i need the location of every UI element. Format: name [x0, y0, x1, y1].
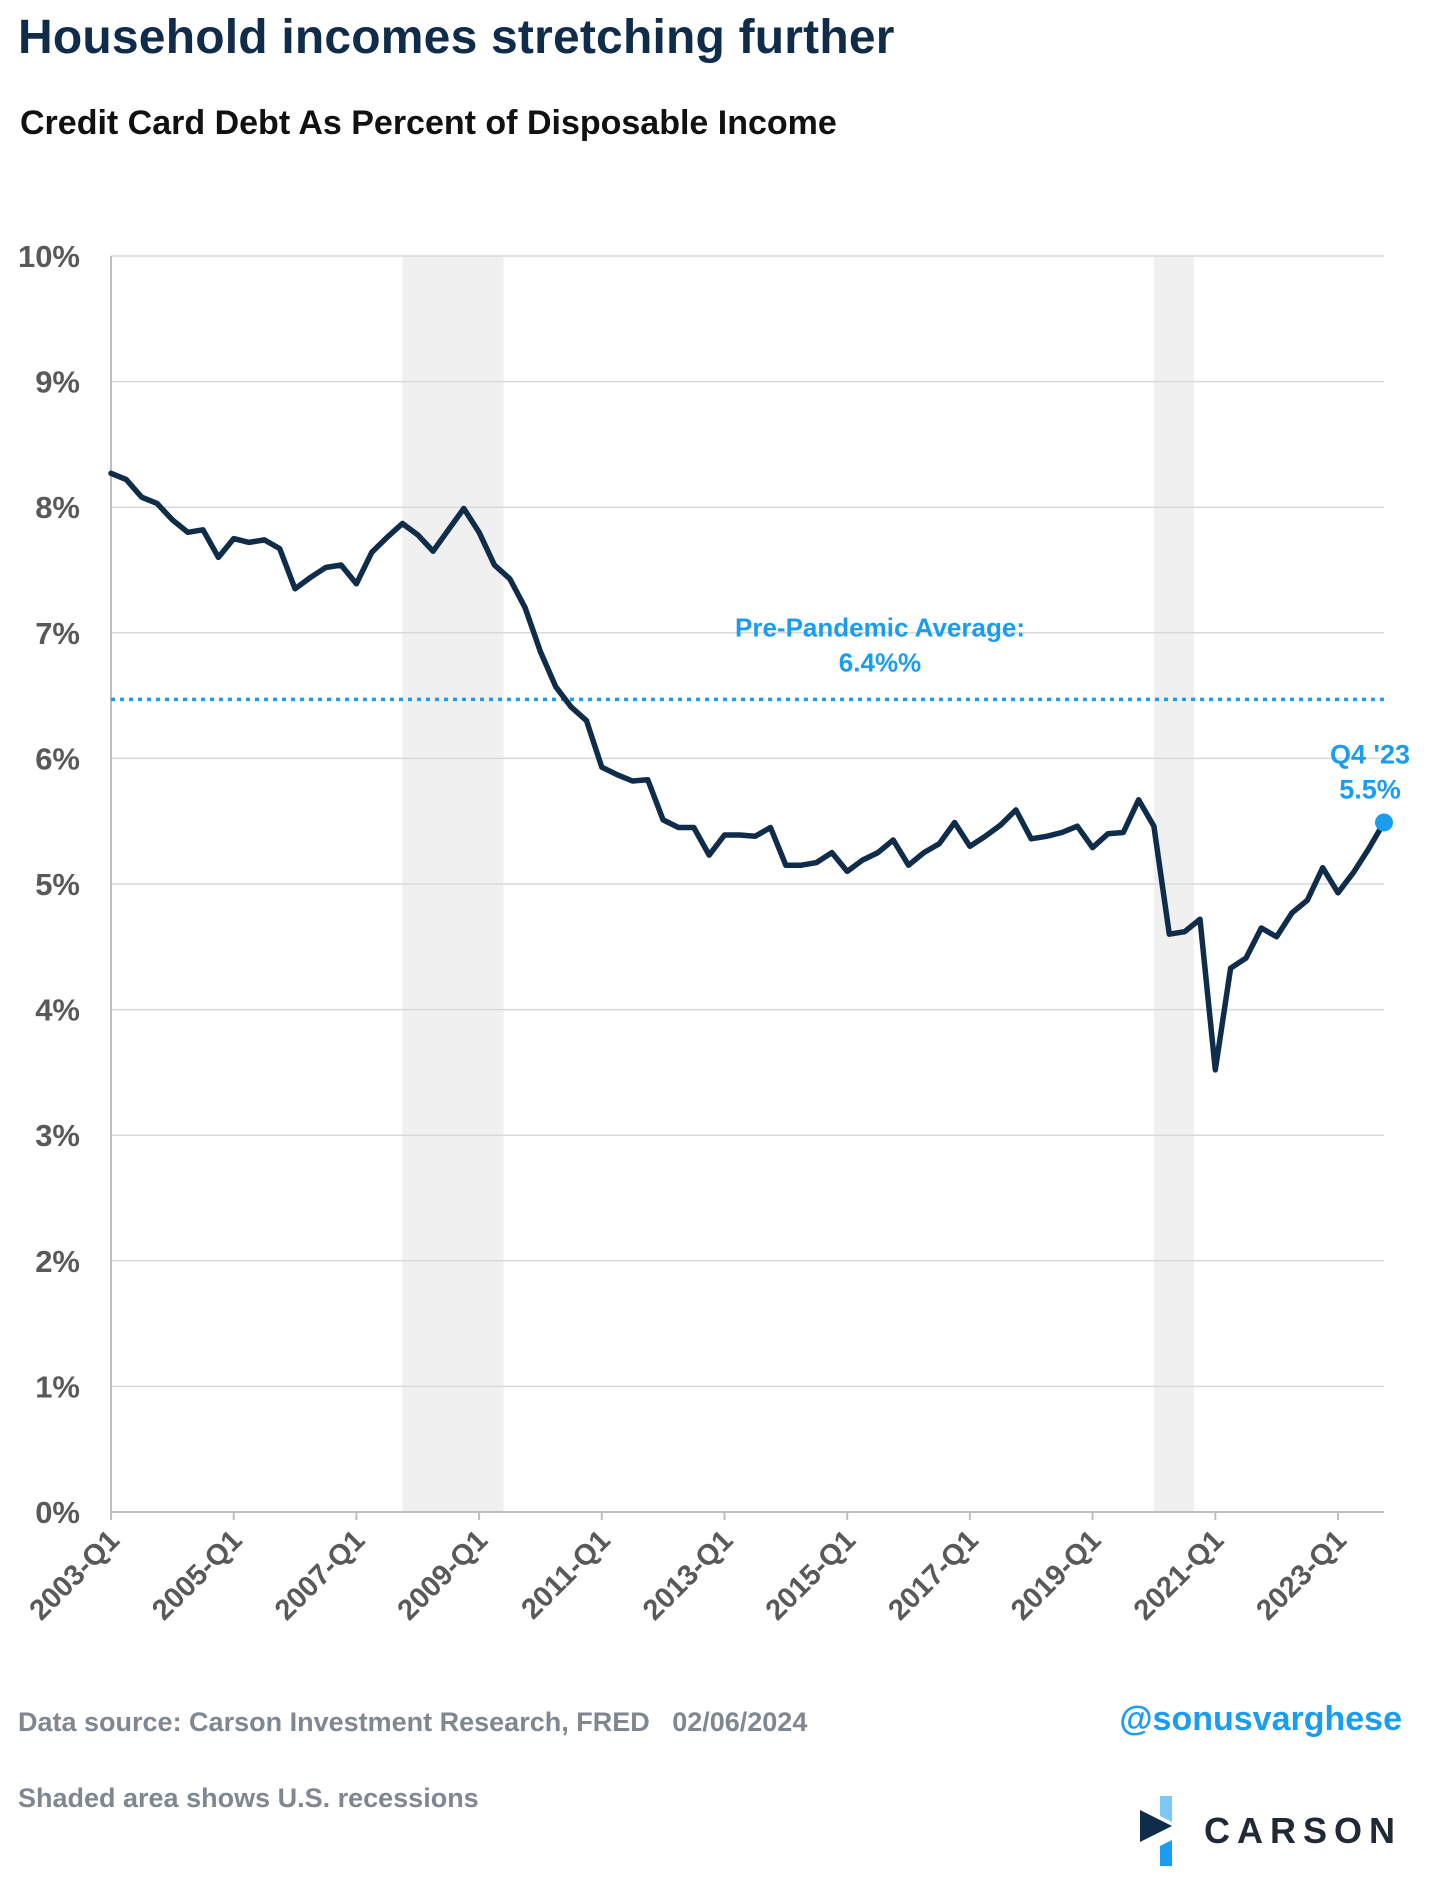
- y-tick-label: 6%: [35, 741, 80, 776]
- y-tick-label: 4%: [35, 993, 80, 1028]
- end-point-value: 5.5%: [1339, 774, 1401, 804]
- end-point-marker: [1375, 813, 1393, 832]
- y-tick-label: 7%: [35, 616, 80, 651]
- x-tick-label: 2003-Q1: [24, 1524, 126, 1626]
- x-tick-label: 2013-Q1: [637, 1524, 739, 1626]
- chart-title: Household incomes stretching further: [18, 11, 895, 64]
- x-tick-label: 2005-Q1: [146, 1524, 248, 1626]
- x-tick-label: 2019-Q1: [1005, 1524, 1107, 1626]
- y-tick-label: 8%: [35, 490, 80, 525]
- y-tick-label: 1%: [35, 1369, 80, 1404]
- end-point-label: Q4 '23: [1330, 739, 1410, 769]
- x-tick-label: 2015-Q1: [760, 1524, 862, 1626]
- y-tick-label: 10%: [18, 239, 80, 274]
- chart-subtitle: Credit Card Debt As Percent of Disposabl…: [20, 104, 837, 142]
- x-tick-label: 2017-Q1: [882, 1524, 984, 1626]
- y-tick-label: 3%: [35, 1118, 80, 1153]
- x-tick-label: 2021-Q1: [1128, 1524, 1230, 1626]
- average-value-label: 6.4%%: [839, 647, 921, 677]
- gridlines: [110, 255, 1384, 1513]
- carson-wordmark: CARSON: [1204, 1810, 1403, 1851]
- x-tick-label: 2023-Q1: [1251, 1524, 1353, 1626]
- author-handle: @sonusvarghese: [1119, 1700, 1402, 1738]
- y-axis: 0% 1% 2% 3% 4% 5% 6% 7% 8% 9% 10%: [18, 239, 80, 1530]
- data-source-note: Data source: Carson Investment Research,…: [18, 1707, 808, 1737]
- carson-logo-icon: [1140, 1796, 1172, 1866]
- x-tick-label: 2011-Q1: [515, 1524, 616, 1625]
- y-tick-label: 9%: [35, 365, 80, 400]
- series-line-credit-card-debt: [108, 470, 1387, 1073]
- y-tick-label: 2%: [35, 1244, 80, 1279]
- pre-pandemic-average: Pre-Pandemic Average: 6.4%%: [111, 612, 1384, 702]
- x-axis: 2003-Q1 2005-Q1 2007-Q1 2009-Q1 2011-Q1 2013-…: [24, 1512, 1353, 1627]
- x-tick-label: 2007-Q1: [269, 1524, 371, 1626]
- carson-logo: CARSON: [1132, 1796, 1412, 1866]
- y-tick-label: 0%: [35, 1495, 80, 1530]
- average-label: Pre-Pandemic Average:: [735, 612, 1025, 642]
- x-tick-label: 2009-Q1: [392, 1524, 494, 1626]
- line-chart: 0%1%2%3%4%5%6%7%8%9%10% 2003-Q1 2005-Q1 20…: [18, 239, 1410, 1627]
- recession-note: Shaded area shows U.S. recessions: [18, 1783, 479, 1813]
- y-tick-label: 5%: [35, 867, 80, 902]
